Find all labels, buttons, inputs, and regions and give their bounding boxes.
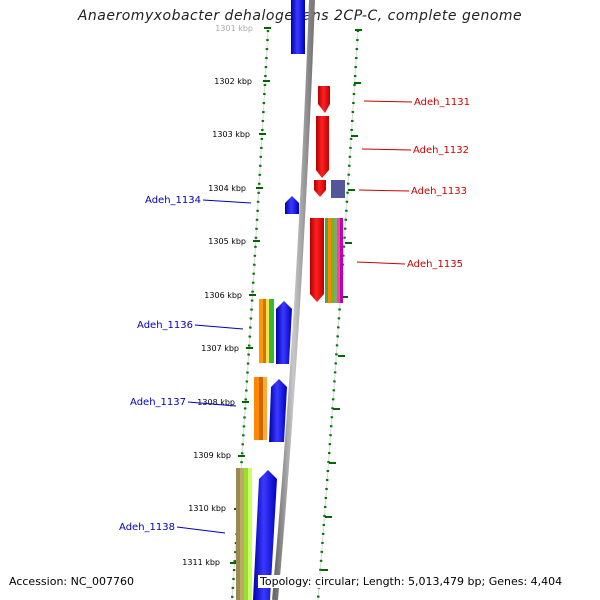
gene-label-adeh-1135[interactable]: Adeh_1135 bbox=[407, 259, 463, 270]
leader-lines bbox=[176, 100, 413, 534]
gene-label-adeh-1133[interactable]: Adeh_1133 bbox=[411, 186, 467, 197]
gene-arrow-adeh-1135[interactable] bbox=[310, 218, 324, 302]
gene-arrow-adeh-1131[interactable] bbox=[318, 86, 330, 113]
gene-stripes-adeh-1135[interactable] bbox=[325, 218, 343, 303]
gene-stripes-adeh-1138[interactable] bbox=[236, 468, 252, 600]
gene-arrow-adeh-1134[interactable] bbox=[285, 196, 299, 214]
tick-label: 1309 kbp bbox=[193, 451, 231, 460]
gene-stripes-adeh-1136[interactable] bbox=[259, 299, 274, 363]
right-tick-marks bbox=[321, 29, 362, 571]
tick-label: 1301 kbp bbox=[215, 24, 253, 33]
gene-arrow-adeh-1138[interactable] bbox=[253, 470, 277, 600]
gene-block-purple[interactable] bbox=[331, 180, 345, 198]
tick-label: 1308 kbp bbox=[197, 398, 235, 407]
genome-backbone bbox=[272, 0, 315, 600]
gene-label-adeh-1134[interactable]: Adeh_1134 bbox=[145, 195, 201, 206]
gene-stripes-adeh-1137[interactable] bbox=[254, 377, 267, 440]
tick-label: 1306 kbp bbox=[204, 291, 242, 300]
gene-label-adeh-1136[interactable]: Adeh_1136 bbox=[137, 320, 193, 331]
accession-label: Accession: NC_007760 bbox=[9, 575, 135, 588]
inner-ring-guide bbox=[317, 29, 359, 600]
gene-label-adeh-1137[interactable]: Adeh_1137 bbox=[130, 397, 186, 408]
tick-label: 1307 kbp bbox=[201, 344, 239, 353]
gene-arrow-reverse[interactable] bbox=[276, 301, 292, 364]
tick-label: 1303 kbp bbox=[212, 130, 250, 139]
gene-arrow-adeh-1133[interactable] bbox=[314, 180, 326, 197]
left-scale-ring bbox=[230, 29, 270, 600]
tick-label: 1304 kbp bbox=[208, 184, 246, 193]
gene-label-adeh-1138[interactable]: Adeh_1138 bbox=[119, 522, 175, 533]
tick-label: 1310 kbp bbox=[188, 504, 226, 513]
tick-labels: 1301 kbp 1302 kbp 1303 kbp 1304 kbp 1305… bbox=[182, 24, 253, 567]
tick-label: 1302 kbp bbox=[214, 77, 252, 86]
gene-label-adeh-1131[interactable]: Adeh_1131 bbox=[414, 97, 470, 108]
tick-label: 1305 kbp bbox=[208, 237, 246, 246]
right-scale-ring bbox=[316, 29, 360, 600]
gene-arrow-adeh-1137[interactable] bbox=[269, 379, 287, 442]
gene-label-adeh-1132[interactable]: Adeh_1132 bbox=[413, 145, 469, 156]
tick-label: 1311 kbp bbox=[182, 558, 220, 567]
gene-arrow-reverse[interactable] bbox=[291, 0, 305, 54]
genome-stats-label: Topology: circular; Length: 5,013,479 bp… bbox=[258, 575, 565, 588]
gene-arrow-adeh-1132[interactable] bbox=[316, 116, 329, 178]
